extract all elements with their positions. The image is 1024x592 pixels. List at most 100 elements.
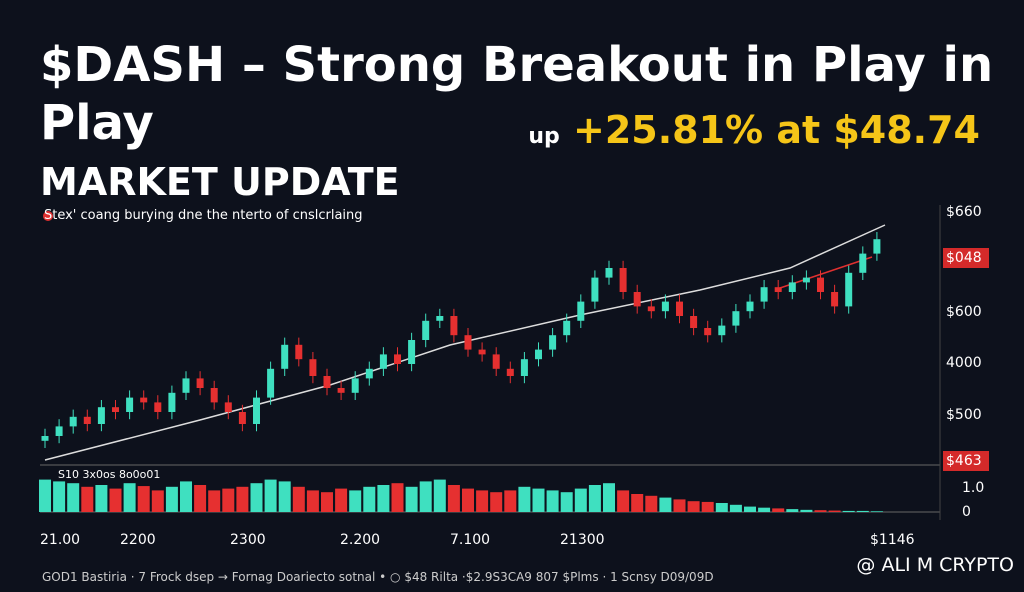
candle-body [676, 301, 683, 316]
candle-body [647, 306, 655, 312]
candle-body [281, 344, 289, 369]
volume-bar [603, 483, 615, 512]
candle-body [112, 407, 119, 412]
volume-bar [264, 479, 277, 512]
candle-body [746, 301, 754, 312]
candle-body [337, 388, 345, 393]
volume-bar [476, 490, 489, 512]
candle-body [563, 320, 571, 336]
subtitle: Stex' coang burying dne the nterto of cn… [44, 208, 363, 223]
time-label: 21.00 [40, 532, 80, 548]
candle-body [577, 301, 585, 321]
volume-bar [250, 483, 263, 512]
volume-bar [617, 490, 630, 512]
volume-bar [504, 490, 517, 512]
volume-bar [532, 488, 545, 512]
candle-body [774, 287, 782, 292]
candle-body [83, 416, 91, 424]
volume-bar [165, 486, 178, 512]
candle-body [718, 325, 726, 336]
volume-bar [321, 492, 333, 512]
time-label: $1146 [870, 532, 915, 548]
candle-body [196, 378, 204, 388]
volume-bar [53, 481, 66, 512]
volume-bar [335, 488, 348, 512]
volume-bar [518, 486, 531, 512]
price-label: $600 [946, 304, 982, 320]
volume-bar [659, 497, 672, 512]
volume-bar [758, 507, 771, 512]
time-label: 2300 [230, 532, 266, 548]
candle-body [210, 388, 218, 403]
change-prefix: up [528, 124, 560, 149]
candle-body [267, 368, 275, 398]
candle-body [619, 268, 627, 292]
volume-bar [433, 479, 446, 512]
volume-bar [800, 509, 813, 512]
candle-body [351, 378, 359, 393]
price-badge [943, 451, 989, 471]
volume-bar [137, 486, 150, 512]
candle-body [154, 402, 162, 412]
icon [43, 211, 53, 221]
time-label: 21300 [560, 532, 605, 548]
volume-bar [490, 492, 503, 512]
volume-bar [95, 485, 108, 512]
candle-body [859, 253, 867, 273]
candle-body [55, 426, 63, 436]
price-label: $660 [946, 204, 982, 220]
volume-bar [194, 485, 207, 512]
candle-body [365, 368, 373, 379]
candle-body [309, 359, 317, 376]
volume-bar [447, 485, 460, 512]
time-label: 2200 [120, 532, 156, 548]
volume-bar [856, 510, 869, 512]
ticker: GOD1 Bastiria · 7 Frock dsep → Fornag Do… [42, 570, 714, 584]
volume-bar [560, 492, 573, 512]
price-label: $048 [946, 250, 982, 266]
volume-bar [574, 488, 587, 512]
candle-body [760, 287, 768, 302]
volume-bar [391, 483, 404, 512]
candle-body [140, 397, 148, 403]
time-label: 7.100 [450, 532, 490, 548]
volume-bar [828, 510, 841, 512]
volume-bar [786, 509, 799, 512]
volume-bar [462, 488, 474, 512]
volume-bar [405, 486, 418, 512]
candle-body [633, 292, 641, 307]
volume-bar [292, 486, 305, 512]
candle-body [831, 292, 839, 307]
volume-axis-label: 0 [962, 504, 971, 520]
candle-body [549, 335, 557, 350]
volume-bar [588, 485, 601, 512]
title: $DASH – Strong Breakout in Play in Play [40, 37, 994, 151]
section-title: MARKET UPDATE [40, 160, 400, 204]
time-label: 2.200 [340, 532, 380, 548]
candle-body [732, 311, 740, 326]
candle-body [788, 282, 796, 292]
volume-bar [715, 503, 728, 512]
trend-line [44, 224, 886, 461]
volume-bar [631, 494, 644, 512]
volume-bar [123, 483, 136, 512]
candle-body [492, 354, 500, 369]
price-label: 4000 [946, 355, 982, 371]
candle-body [661, 301, 669, 312]
candle-body [436, 316, 444, 321]
candle-body [690, 316, 698, 328]
volume-bar [151, 490, 164, 512]
candle-body [253, 397, 260, 424]
candle-body [535, 349, 542, 360]
volume-bar [729, 504, 742, 512]
candle-body [182, 378, 190, 393]
candle-body [704, 328, 712, 336]
candle-body [478, 349, 486, 355]
volume-bar [419, 481, 432, 512]
candle-body [817, 277, 824, 292]
candle-body [873, 239, 881, 254]
candle-body [605, 268, 613, 278]
volume-bar [236, 486, 249, 512]
